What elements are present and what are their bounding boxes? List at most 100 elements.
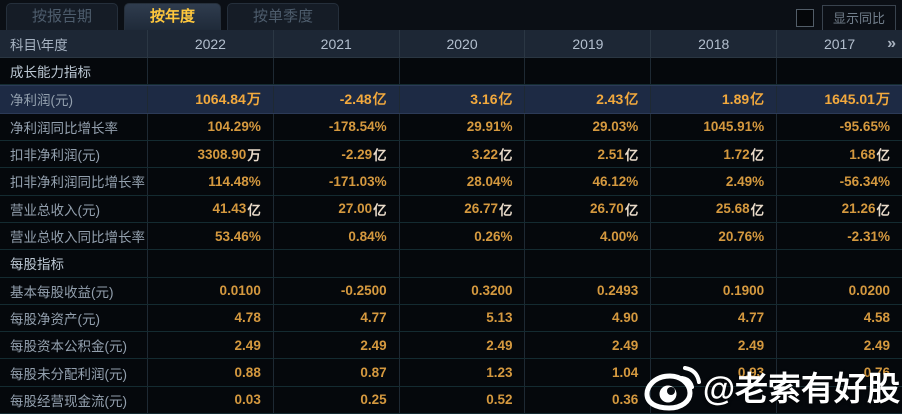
value-cell: 1.72 亿 bbox=[650, 140, 776, 168]
value-cell: 0.52 bbox=[398, 386, 525, 414]
row-label: 基本每股收益(元) bbox=[10, 284, 114, 300]
row-label: 扣非净利润同比增长率 bbox=[10, 175, 145, 191]
value-cell: 2.49 bbox=[524, 332, 650, 359]
value-cell: 3308.90 万 bbox=[147, 140, 273, 168]
value-cell bbox=[776, 386, 902, 414]
table-header-row: 科目\年度 » 2022 2021 2020 2019 2018 2017 bbox=[0, 30, 902, 58]
row-label: 扣非净利润(元) bbox=[10, 148, 100, 164]
period-tabbar: 按报告期 按年度 按单季度 显示同比 bbox=[0, 0, 902, 31]
value-cell: 27.00 亿 bbox=[272, 195, 399, 222]
value-cell: 1.89 亿 bbox=[650, 86, 776, 113]
value-cell: -178.54% bbox=[272, 113, 399, 140]
table-row: 营业总收入同比增长率 53.46% 0.84% 0.26% 4.00% 20.76% -2.… bbox=[0, 222, 902, 251]
value-cell: 0.0200 bbox=[776, 277, 902, 304]
row-label: 每股经营现金流(元) bbox=[10, 393, 127, 409]
value-cell: 0.87 bbox=[272, 359, 399, 386]
value-cell bbox=[147, 58, 273, 85]
table-row: 扣非净利润同比增长率 114.48% -171.03% 28.04% 46.12% 2.4… bbox=[0, 168, 902, 196]
year-column-header: 2022 bbox=[147, 30, 273, 57]
value-cell bbox=[147, 250, 273, 277]
value-cell: 104.29% bbox=[147, 113, 273, 140]
value-cell: 20.76% bbox=[650, 222, 776, 250]
table-row: 扣非净利润(元) 3308.90 万 -2.29 亿 3.22 亿 2.51 亿 1.72 亿 1.6… bbox=[0, 140, 902, 169]
show-yoy-checkbox[interactable] bbox=[795, 9, 814, 27]
value-cell: 0.93 bbox=[650, 359, 776, 386]
section-row: 每股指标 bbox=[0, 250, 902, 278]
value-cell: 1045.91% bbox=[650, 113, 776, 140]
row-label: 每股净资产(元) bbox=[10, 311, 100, 327]
tab-by-quarter[interactable]: 按单季度 bbox=[227, 3, 340, 30]
value-cell: -0.2500 bbox=[272, 277, 399, 304]
value-cell: 0.84% bbox=[272, 222, 399, 250]
value-cell bbox=[272, 58, 399, 85]
value-cell bbox=[398, 58, 525, 85]
value-cell: 46.12% bbox=[524, 168, 650, 195]
row-label: 每股资本公积金(元) bbox=[10, 339, 127, 355]
table-row: 每股经营现金流(元) 0.03 0.25 0.52 0.36 bbox=[0, 386, 902, 414]
value-cell: 2.43 亿 bbox=[524, 86, 650, 113]
value-cell: 2.49% bbox=[650, 168, 776, 195]
value-cell: -2.31% bbox=[776, 222, 902, 250]
value-cell: -2.48 亿 bbox=[272, 86, 399, 113]
value-cell: 3.16 亿 bbox=[398, 86, 525, 113]
value-cell: 21.26 亿 bbox=[776, 195, 902, 222]
value-cell: 2.49 bbox=[272, 332, 399, 359]
year-column-header: 2021 bbox=[272, 30, 399, 57]
value-cell bbox=[650, 250, 776, 277]
value-cell: 0.25 bbox=[272, 386, 399, 414]
show-yoy-label[interactable]: 显示同比 bbox=[821, 5, 896, 31]
value-cell: 4.00% bbox=[524, 222, 650, 250]
year-column-header: 2020 bbox=[398, 30, 525, 57]
more-years-icon[interactable]: » bbox=[887, 34, 896, 52]
value-cell: 1.23 bbox=[398, 359, 525, 386]
value-cell: 4.77 bbox=[650, 304, 776, 332]
value-cell: -95.65% bbox=[776, 113, 902, 140]
section-row: 成长能力指标 bbox=[0, 58, 902, 86]
value-cell: 5.13 bbox=[398, 304, 525, 332]
table-row: 净利润(元) 1064.84 万 -2.48 亿 3.16 亿 2.43 亿 1.89 亿 1645.… bbox=[0, 85, 902, 114]
value-cell: 1645.01 万 bbox=[776, 86, 902, 113]
tab-by-report-period[interactable]: 按报告期 bbox=[6, 3, 119, 30]
value-cell bbox=[650, 58, 776, 85]
value-cell: 2.49 bbox=[398, 332, 525, 359]
year-column-header: 2019 bbox=[524, 30, 650, 57]
value-cell: 2.51 亿 bbox=[524, 140, 650, 168]
value-cell: 0.03 bbox=[147, 386, 273, 414]
table-row: 每股资本公积金(元) 2.49 2.49 2.49 2.49 2.49 2.49 bbox=[0, 332, 902, 360]
value-cell: 26.77 亿 bbox=[398, 195, 525, 222]
value-cell bbox=[524, 58, 650, 85]
financial-table: 科目\年度 » 2022 2021 2020 2019 2018 2017 成长能力指标净… bbox=[0, 30, 902, 414]
value-cell: 0.3200 bbox=[398, 277, 525, 304]
table-row: 每股净资产(元) 4.78 4.77 5.13 4.90 4.77 4.58 bbox=[0, 304, 902, 333]
value-cell: 1064.84 万 bbox=[147, 86, 273, 113]
value-cell bbox=[776, 250, 902, 277]
value-cell: 29.03% bbox=[524, 113, 650, 140]
value-cell: 28.04% bbox=[398, 168, 525, 195]
value-cell: 0.2493 bbox=[524, 277, 650, 304]
tab-by-year[interactable]: 按年度 bbox=[124, 3, 222, 30]
table-row: 营业总收入(元) 41.43 亿 27.00 亿 26.77 亿 26.70 亿 25.68 亿 21… bbox=[0, 195, 902, 223]
value-cell: -2.29 亿 bbox=[272, 140, 399, 168]
value-cell: 1.04 bbox=[524, 359, 650, 386]
value-cell: 2.49 bbox=[776, 332, 902, 359]
value-cell bbox=[776, 58, 902, 85]
table-body: 成长能力指标 净利润(元) 1064.84 万 -2.48 亿 3.16 亿 2.43 亿 1.89… bbox=[0, 58, 902, 414]
value-cell: 4.78 bbox=[147, 304, 273, 332]
value-cell: 26.70 亿 bbox=[524, 195, 650, 222]
table-row: 每股未分配利润(元) 0.88 0.87 1.23 1.04 0.93 0.76 bbox=[0, 359, 902, 387]
value-cell: 41.43 亿 bbox=[147, 195, 273, 222]
table-row: 基本每股收益(元) 0.0100 -0.2500 0.3200 0.2493 0.1900… bbox=[0, 277, 902, 305]
value-cell: 0.0100 bbox=[147, 277, 273, 304]
value-cell bbox=[650, 386, 776, 414]
value-cell: 0.36 bbox=[524, 386, 650, 414]
table-row: 净利润同比增长率 104.29% -178.54% 29.91% 29.03% 1045.… bbox=[0, 113, 902, 141]
row-label: 每股未分配利润(元) bbox=[10, 366, 127, 382]
value-cell: 0.1900 bbox=[650, 277, 776, 304]
row-label: 净利润(元) bbox=[10, 93, 73, 109]
value-cell: 2.49 bbox=[147, 332, 273, 359]
value-cell: 1.68 亿 bbox=[776, 140, 902, 168]
value-cell: 25.68 亿 bbox=[650, 195, 776, 222]
value-cell: 0.88 bbox=[147, 359, 273, 386]
row-label: 成长能力指标 bbox=[10, 65, 91, 81]
year-column-header: 2017 bbox=[776, 30, 902, 57]
